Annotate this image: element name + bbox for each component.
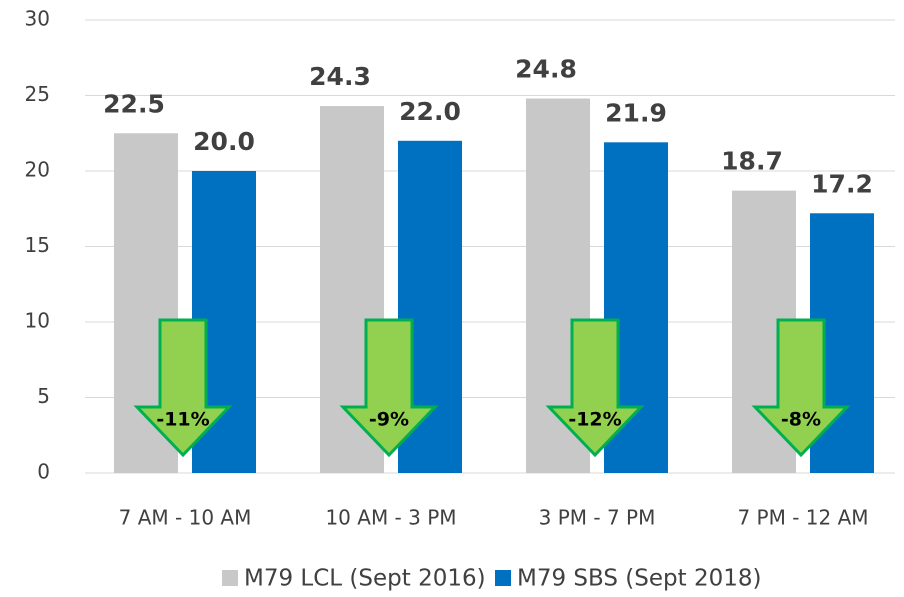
x-tick-label: 3 PM - 7 PM <box>539 506 656 530</box>
legend-label: M79 LCL (Sept 2016) <box>244 566 486 592</box>
annotation: -8% <box>781 409 821 431</box>
annotation: -9% <box>369 409 409 431</box>
y-tick-label: 15 <box>25 233 50 257</box>
arrow <box>545 318 645 458</box>
value-label: 24.3 <box>309 62 371 91</box>
y-tick-label: 30 <box>25 7 50 31</box>
value-label: 18.7 <box>721 147 783 176</box>
y-tick-label: 5 <box>37 384 50 408</box>
legend-swatch <box>495 570 511 586</box>
annotation: -11% <box>156 409 209 431</box>
y-tick-label: 10 <box>25 309 50 333</box>
legend-swatch <box>222 570 238 586</box>
value-label: 22.0 <box>399 97 461 126</box>
arrow <box>751 318 851 458</box>
y-tick-label: 25 <box>25 82 50 106</box>
value-label: 21.9 <box>605 98 667 127</box>
x-tick-label: 7 PM - 12 AM <box>737 506 868 530</box>
arrow <box>133 318 233 458</box>
y-tick-label: 20 <box>25 158 50 182</box>
value-label: 22.5 <box>103 89 165 118</box>
arrow <box>339 318 439 458</box>
x-tick-label: 7 AM - 10 AM <box>119 506 252 530</box>
annotation: -12% <box>568 409 621 431</box>
value-label: 24.8 <box>515 55 577 84</box>
value-label: 20.0 <box>193 127 255 156</box>
legend-label: M79 SBS (Sept 2018) <box>517 566 761 592</box>
x-tick-label: 10 AM - 3 PM <box>325 506 456 530</box>
value-label: 17.2 <box>811 169 873 198</box>
y-tick-label: 0 <box>37 460 50 484</box>
